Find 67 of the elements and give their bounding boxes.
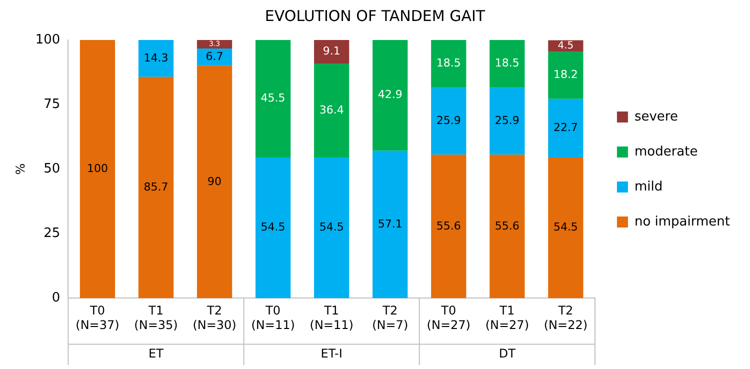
chart-title: EVOLUTION OF TANDEM GAIT [264,6,486,25]
data-label: 100 [86,162,108,175]
y-axis-title: % [13,163,28,175]
data-label: 90 [208,174,222,188]
bar [314,157,350,298]
bar [548,157,584,298]
x-tick-label: T1 (N=27) [485,304,529,332]
data-label: 18.5 [436,56,461,70]
data-label: 54.5 [319,220,344,234]
bar [490,154,525,298]
bar [431,40,466,88]
data-label: 25.9 [436,114,461,128]
bar [431,154,466,298]
data-label: 55.6 [494,219,520,232]
bar [372,150,408,298]
x-tick-label: T2 (N=7) [372,304,408,332]
bar [196,40,232,49]
data-label: 57.1 [378,217,402,230]
x-tick-label: T2 (N=30) [192,304,236,332]
bar [490,40,525,88]
bar [196,48,232,66]
data-label: 4.5 [558,40,574,52]
data-label: 22.7 [553,121,578,134]
data-label: 55.6 [436,219,461,232]
bar [256,40,291,158]
bar [256,157,291,298]
bar [196,66,232,298]
x-tick-label: T0 (N=27) [426,304,470,332]
data-label: 54.5 [260,220,286,234]
x-tick-label: T0 (N=37) [76,304,120,332]
text: ET-I [320,346,342,361]
data-label: 25.9 [494,114,520,128]
data-label: 6.7 [206,50,224,64]
data-label: 54.5 [553,220,578,234]
data-label: 85.7 [144,180,168,194]
x-tick-label: T1 (N=35) [134,304,178,332]
legend-label: mild [634,179,663,194]
data-label: 42.9 [378,88,402,102]
x-tick-label: T1 (N=11) [310,304,354,332]
legend-label: severe [634,109,678,124]
text: DT [498,346,516,361]
y-tick-label: 25 [44,226,60,242]
x-tick-label: T2 (N=22) [544,304,588,332]
bar [314,40,350,64]
data-label: 36.4 [319,103,344,116]
bar [80,40,116,298]
bar [548,98,584,158]
y-tick-label: 75 [44,96,60,112]
legend-label: no impairment [634,214,730,230]
data-label: 18.5 [494,56,520,70]
data-label: 14.3 [144,51,168,64]
bar [490,88,525,155]
legend-label: moderate [634,144,698,160]
bar [548,52,584,99]
y-tick-label: 50 [44,161,60,176]
bar [372,40,408,151]
bar [138,40,174,77]
y-tick-label: 0 [52,290,60,306]
data-label: 18.2 [553,68,578,82]
data-label: 9.1 [322,44,340,58]
text: ET [148,346,164,361]
bar [431,88,466,155]
bar [314,63,350,158]
data-label: 45.5 [260,92,286,105]
y-tick-label: 100 [35,32,60,48]
bar [138,76,174,298]
x-tick-label: T0 (N=11) [251,304,295,332]
